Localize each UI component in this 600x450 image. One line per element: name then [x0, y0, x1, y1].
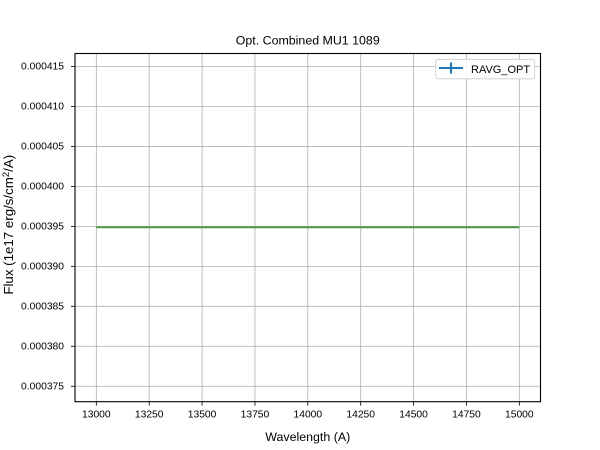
svg-text:14250: 14250 [346, 410, 375, 421]
svg-text:13500: 13500 [188, 410, 217, 421]
svg-text:0.000405: 0.000405 [21, 141, 64, 152]
svg-text:0.000395: 0.000395 [21, 221, 64, 232]
svg-text:0.000385: 0.000385 [21, 301, 64, 312]
svg-text:14750: 14750 [452, 410, 481, 421]
svg-text:0.000410: 0.000410 [21, 101, 64, 112]
svg-text:0.000380: 0.000380 [21, 341, 64, 352]
svg-text:14000: 14000 [294, 410, 323, 421]
svg-text:0.000400: 0.000400 [21, 181, 64, 192]
svg-text:Opt. Combined MU1 1089: Opt. Combined MU1 1089 [236, 33, 380, 47]
svg-text:13250: 13250 [135, 410, 164, 421]
svg-text:13000: 13000 [82, 410, 111, 421]
svg-text:Wavelength (A): Wavelength (A) [265, 430, 350, 444]
svg-text:0.000390: 0.000390 [21, 261, 64, 272]
svg-text:13750: 13750 [241, 410, 270, 421]
svg-text:15000: 15000 [505, 410, 534, 421]
svg-text:0.000375: 0.000375 [21, 381, 64, 392]
svg-text:14500: 14500 [399, 410, 428, 421]
svg-text:RAVG_OPT: RAVG_OPT [471, 64, 530, 76]
svg-text:0.000415: 0.000415 [21, 62, 64, 73]
